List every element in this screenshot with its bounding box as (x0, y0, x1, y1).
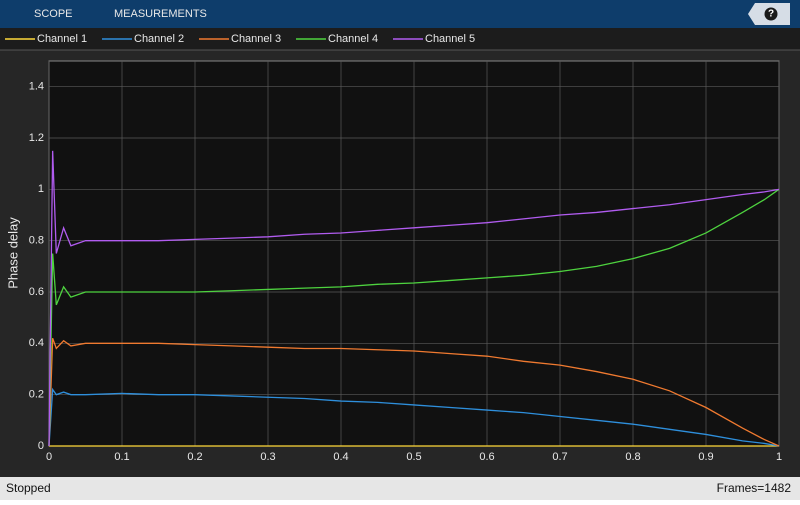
series-line (48, 337, 780, 447)
y-tick-label: 0 (38, 440, 44, 452)
x-tick-label: 0.5 (406, 451, 421, 463)
y-tick-label: 0.2 (29, 389, 44, 401)
series-line (48, 188, 780, 447)
y-tick-label: 0.4 (29, 337, 44, 349)
legend-label: Channel 2 (134, 33, 184, 45)
x-tick-label: 0.6 (479, 451, 494, 463)
x-tick-label: 0.4 (333, 451, 348, 463)
x-tick-label: 0.7 (552, 451, 567, 463)
tab[interactable]: SCOPE (34, 8, 73, 20)
help-button[interactable]: ? (768, 9, 774, 20)
y-tick-label: 1.2 (29, 132, 44, 144)
legend-label: Channel 5 (425, 33, 475, 45)
x-tick-label: 1 (776, 451, 782, 463)
help-icon[interactable] (764, 7, 778, 21)
tab[interactable]: MEASUREMENTS (114, 8, 207, 20)
y-tick-label: 0.6 (29, 286, 44, 298)
series-line (48, 387, 780, 447)
legend-label: Channel 4 (328, 33, 378, 45)
x-tick-label: 0.1 (114, 451, 129, 463)
series-line (48, 150, 780, 447)
y-tick-label: 1 (38, 183, 44, 195)
frame-count: Frames=1482 (717, 481, 792, 495)
legend-label: Channel 1 (37, 33, 87, 45)
x-tick-label: 0.2 (187, 451, 202, 463)
status-text: Stopped (6, 481, 51, 495)
y-axis-label: Phase delay (5, 217, 20, 289)
status-bar (0, 477, 800, 500)
x-tick-label: 0.3 (260, 451, 275, 463)
toolbar (0, 0, 800, 28)
x-tick-label: 0.9 (698, 451, 713, 463)
legend-label: Channel 3 (231, 33, 281, 45)
x-tick-label: 0.8 (625, 451, 640, 463)
y-tick-label: 1.4 (29, 81, 44, 93)
x-tick-label: 0 (46, 451, 52, 463)
y-tick-label: 0.8 (29, 235, 44, 247)
